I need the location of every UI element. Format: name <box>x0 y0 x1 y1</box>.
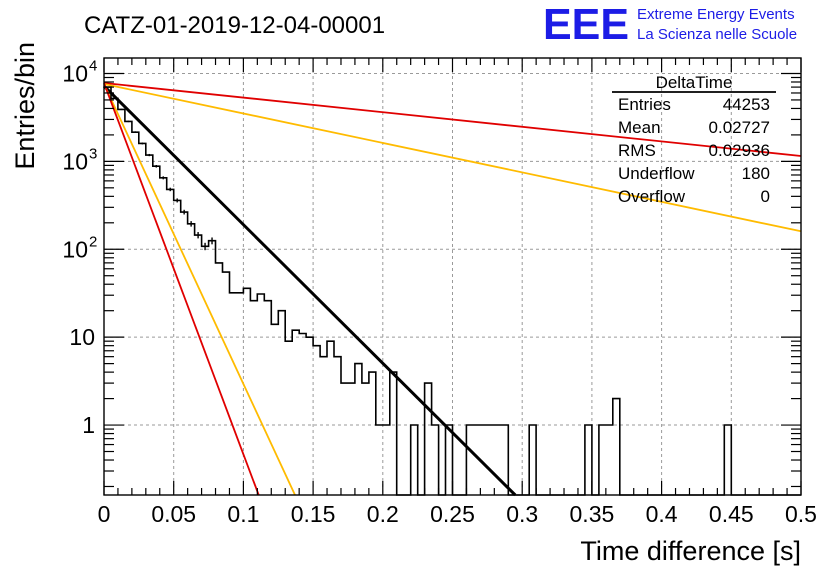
y-tick-label: 10 <box>62 148 88 174</box>
x-tick-labels: 0 0.05 0.1 0.15 0.2 0.25 0.3 0.35 0.4 0.45 0.5 <box>98 501 817 527</box>
axis-ticks <box>103 58 802 495</box>
x-tick-label: 0 <box>98 501 111 527</box>
x-tick-label: 0.45 <box>709 501 754 527</box>
x-axis-label: Time difference [s] <box>580 536 801 566</box>
stats-rows: Entries 44253 Mean 0.02727 RMS 0.02936 Underfl… <box>618 95 770 206</box>
x-tick-label: 0.15 <box>291 501 336 527</box>
fit-line-1 <box>103 83 802 233</box>
y-tick-label-exponent: 2 <box>89 233 97 250</box>
x-tick-label: 0.4 <box>646 501 678 527</box>
fit-line-0 <box>103 82 802 157</box>
stats-row-label: Entries <box>618 95 671 114</box>
chart-title: CATZ-01-2019-12-04-00001 <box>84 12 385 39</box>
error-bars <box>106 86 213 251</box>
x-tick-label: 0.05 <box>151 501 196 527</box>
y-tick-label: 10 <box>69 324 95 350</box>
stats-row-label: Overflow <box>618 187 686 206</box>
stats-row-value: 180 <box>742 164 770 183</box>
stats-row-value: 0.02727 <box>709 118 770 137</box>
eee-logo-line2: La Scienza nelle Scuole <box>637 26 797 43</box>
stats-box: DeltaTime Entries 44253 Mean 0.02727 RMS 0.02… <box>612 73 776 206</box>
fit-lines <box>102 82 802 497</box>
x-tick-label: 0.1 <box>227 501 259 527</box>
y-tick-label: 10 <box>62 60 88 86</box>
x-tick-label: 0.5 <box>785 501 817 527</box>
eee-logo: EEE Extreme Energy Events La Scienza nel… <box>543 0 797 49</box>
y-tick-label-exponent: 4 <box>89 57 97 74</box>
stats-row-label: RMS <box>618 141 656 160</box>
stats-row-value: 44253 <box>723 95 770 114</box>
stats-row-label: Mean <box>618 118 661 137</box>
stats-row-value: 0.02936 <box>709 141 770 160</box>
y-tick-label: 10 <box>62 236 88 262</box>
grid-lines <box>104 58 801 495</box>
x-tick-label: 0.3 <box>506 501 538 527</box>
stats-row-value: 0 <box>761 187 770 206</box>
y-axis-label: Entries/bin <box>10 42 40 170</box>
fit-line-4 <box>103 82 260 496</box>
fit-line-3 <box>103 83 296 496</box>
eee-logo-line1: Extreme Energy Events <box>637 6 795 23</box>
eee-logo-letters: EEE <box>543 0 629 49</box>
y-tick-label-exponent: 3 <box>89 145 97 162</box>
x-tick-label: 0.25 <box>430 501 475 527</box>
x-tick-label: 0.35 <box>570 501 615 527</box>
x-tick-label: 0.2 <box>367 501 399 527</box>
fit-line-2 <box>102 84 517 497</box>
stats-box-title: DeltaTime <box>656 73 733 92</box>
y-tick-label: 1 <box>82 412 95 438</box>
stats-row-label: Underflow <box>618 164 695 183</box>
